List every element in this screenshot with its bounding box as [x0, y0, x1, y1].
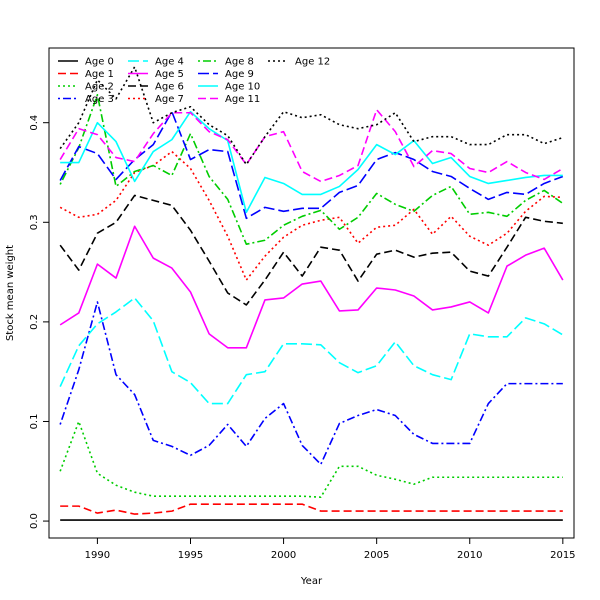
series-line-age-2 [59, 420, 563, 498]
legend-label: Age 2 [85, 82, 114, 93]
series-line-age-6 [59, 194, 563, 306]
x-axis-title: Year [300, 576, 323, 587]
y-tick-label: 0.0 [29, 513, 40, 529]
legend-label: Age 1 [85, 69, 114, 80]
series-line-age-12 [59, 66, 564, 166]
series-line-age-10 [60, 110, 563, 214]
x-tick-label: 1990 [85, 550, 110, 561]
y-tick-label: 0.4 [29, 115, 40, 131]
legend-label: Age 12 [295, 57, 330, 68]
legend-label: Age 6 [155, 82, 184, 93]
x-tick-label: 1995 [178, 550, 203, 561]
legend-label: Age 0 [85, 57, 114, 68]
x-tick-label: 2010 [457, 550, 482, 561]
y-tick-label: 0.1 [29, 414, 40, 430]
legend-label: Age 4 [155, 57, 184, 68]
legend-label: Age 8 [225, 57, 254, 68]
y-axis-title: Stock mean weight [5, 245, 16, 341]
x-tick-label: 2000 [271, 550, 296, 561]
series-line-age-4 [59, 297, 564, 405]
y-axis: 0.0 0.1 0.2 0.3 0.4 [29, 115, 49, 529]
legend-label: Age 5 [155, 69, 184, 80]
x-axis: 1990 1995 2000 2005 2010 2015 [85, 538, 576, 561]
legend-label: Age 7 [155, 94, 184, 105]
series-line-age-11 [59, 108, 564, 183]
series-line-age-8 [59, 94, 564, 245]
x-tick-label: 2015 [550, 550, 575, 561]
legend-label: Age 3 [85, 94, 114, 105]
legend-label: Age 9 [225, 69, 254, 80]
legend-label: Age 11 [225, 94, 260, 105]
series-layer [59, 66, 564, 521]
series-line-age-5 [59, 225, 564, 349]
x-tick-label: 2005 [364, 550, 389, 561]
y-tick-label: 0.2 [29, 314, 40, 330]
y-tick-label: 0.3 [29, 214, 40, 230]
series-line-age-3 [59, 301, 563, 466]
series-line-age-1 [60, 503, 563, 515]
plot-frame [48, 47, 575, 539]
series-line-age-9 [59, 110, 564, 220]
legend-label: Age 10 [225, 82, 260, 93]
